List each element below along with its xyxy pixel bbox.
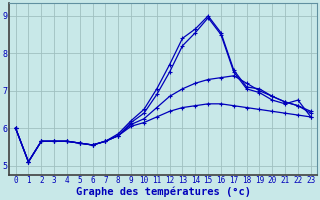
X-axis label: Graphe des températures (°c): Graphe des températures (°c)	[76, 187, 251, 197]
